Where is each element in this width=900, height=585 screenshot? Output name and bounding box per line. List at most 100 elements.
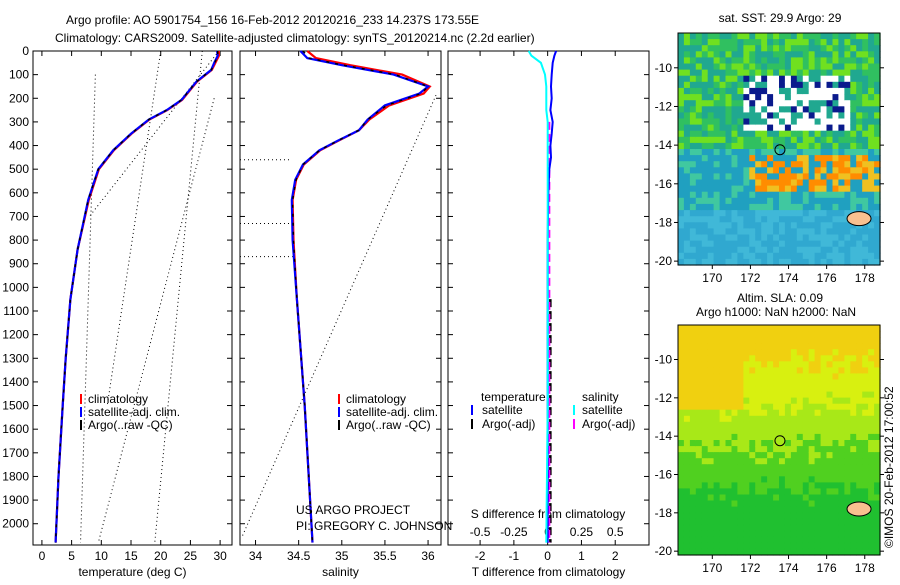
map-cell	[868, 361, 875, 368]
map-cell	[743, 203, 750, 211]
map-cell	[719, 385, 727, 393]
map-cell	[678, 197, 685, 205]
map-cell	[844, 433, 851, 441]
lat-tick-label: -14	[655, 429, 673, 443]
map-cell	[713, 494, 721, 502]
map-cell	[725, 530, 733, 538]
map-cell	[707, 161, 715, 168]
map-cell	[678, 203, 685, 211]
map-cell	[695, 161, 703, 168]
map-cell	[850, 57, 857, 65]
map-cell	[796, 403, 804, 411]
map-cell	[755, 173, 762, 181]
map-cell	[779, 69, 786, 77]
map-cell	[850, 524, 857, 532]
map-cell	[868, 63, 875, 71]
map-cell	[826, 397, 834, 405]
map-cell	[725, 464, 733, 471]
map-cell	[826, 63, 834, 71]
map-cell	[826, 173, 834, 181]
map-cell	[731, 197, 739, 205]
map-cell	[761, 367, 768, 375]
map-cell	[719, 391, 727, 399]
map-cell	[695, 124, 703, 132]
map-cell	[761, 494, 768, 502]
map-cell	[743, 524, 750, 532]
x-tick-label: 35	[335, 549, 349, 563]
map-cell	[779, 446, 786, 453]
map-cell	[725, 482, 733, 490]
map-cell	[725, 446, 733, 453]
map-cell	[743, 33, 750, 40]
map-cell	[713, 124, 721, 132]
map-cell	[755, 45, 762, 52]
map-cell	[707, 530, 715, 538]
plot-frame	[32, 50, 233, 546]
map-cell	[737, 130, 744, 138]
map-cell	[802, 106, 810, 114]
map-cell	[743, 361, 750, 368]
map-cell	[838, 57, 845, 65]
map-cell	[731, 130, 739, 138]
map-cell	[796, 45, 804, 52]
map-cell	[755, 197, 762, 205]
map-cell	[695, 433, 703, 441]
lat-tick-label: -18	[655, 506, 673, 520]
map-cell	[678, 343, 685, 350]
map-cell	[814, 252, 822, 260]
map-cell	[790, 142, 798, 150]
map-cell	[820, 51, 828, 59]
map-cell	[767, 222, 774, 230]
map-cell	[725, 385, 733, 393]
map-cell	[701, 203, 709, 211]
map-cell	[779, 63, 786, 71]
map-cell	[796, 191, 804, 199]
legend-swatch	[573, 405, 575, 415]
map-cell	[737, 361, 744, 368]
map-cell	[678, 488, 685, 496]
map-cell	[719, 458, 727, 465]
map-cell	[731, 440, 739, 447]
lon-tick-label: 176	[817, 271, 837, 285]
map-cell	[689, 427, 697, 435]
map-cell	[784, 524, 792, 532]
legend-label: Argo(-adj)	[582, 417, 635, 431]
y-tick-label: 1200	[2, 328, 29, 342]
map-cell	[755, 446, 762, 453]
map-cell	[767, 403, 774, 411]
map-cell	[826, 349, 834, 356]
map-cell	[689, 191, 697, 199]
map-cell	[814, 210, 822, 217]
map-cell	[874, 482, 881, 490]
map-cell	[844, 222, 851, 230]
map-cell	[767, 337, 774, 344]
map-cell	[808, 331, 816, 338]
map-cell	[707, 57, 715, 65]
map-cell	[802, 210, 810, 217]
map-cell	[767, 63, 774, 71]
map-cell	[844, 51, 851, 59]
map-cell	[790, 337, 798, 344]
map-cell	[695, 173, 703, 181]
map-cell	[790, 470, 798, 477]
map-cell	[773, 482, 780, 490]
map-cell	[862, 476, 869, 483]
map-cell	[701, 149, 709, 156]
map-cell	[808, 421, 816, 429]
map-cell	[689, 45, 697, 52]
map-cell	[820, 343, 828, 350]
map-cell	[701, 530, 709, 538]
map-cell	[802, 173, 810, 181]
map-cell	[784, 173, 792, 181]
map-cell	[862, 252, 869, 260]
map-cell	[695, 536, 703, 544]
map-cell	[678, 518, 685, 526]
map-cell	[689, 118, 697, 126]
map-cell	[767, 494, 774, 502]
map-cell	[820, 373, 828, 381]
map-cell	[689, 136, 697, 144]
map-cell	[719, 39, 727, 46]
map-cell	[713, 325, 721, 332]
map-cell	[767, 482, 774, 490]
map-cell	[784, 216, 792, 223]
